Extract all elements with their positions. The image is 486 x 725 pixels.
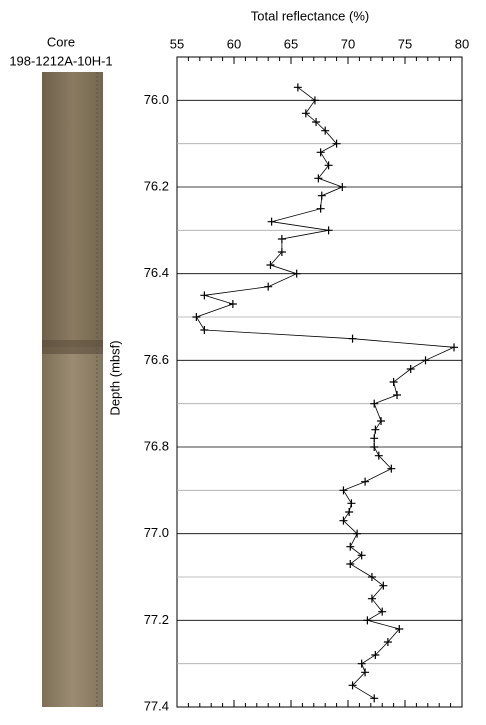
data-point xyxy=(267,217,276,226)
x-tick-label: 55 xyxy=(170,36,184,51)
x-tick-label: 60 xyxy=(227,36,241,51)
data-point xyxy=(317,191,326,200)
data-point xyxy=(293,83,302,92)
data-point xyxy=(353,529,362,538)
plot-frame xyxy=(176,56,463,708)
data-point xyxy=(371,425,380,434)
data-point xyxy=(324,226,333,235)
x-tick-label: 70 xyxy=(341,36,355,51)
data-point xyxy=(277,248,286,256)
y-tick-label: 77.4 xyxy=(144,698,169,713)
data-point xyxy=(348,334,357,343)
data-point xyxy=(370,443,379,451)
x-tick-label: 65 xyxy=(284,36,298,51)
data-point xyxy=(345,508,354,516)
data-point xyxy=(228,300,237,308)
data-point xyxy=(339,486,348,495)
data-point xyxy=(393,391,402,399)
data-point xyxy=(292,269,301,278)
y-tick-label: 77.0 xyxy=(144,525,169,540)
data-point xyxy=(348,681,357,690)
core-id: 198-1212A-10H-1 xyxy=(9,53,112,68)
data-point xyxy=(321,126,330,135)
data-point xyxy=(346,542,355,551)
data-point xyxy=(370,399,379,408)
data-point xyxy=(200,326,209,334)
y-axis-label: Depth (mbsf) xyxy=(107,340,122,415)
chart-title: Total reflectance (%) xyxy=(251,8,370,23)
data-point xyxy=(200,291,209,300)
data-point xyxy=(363,616,372,625)
data-point xyxy=(301,109,310,118)
data-point xyxy=(310,96,319,105)
data-point xyxy=(312,118,321,126)
y-tick-label: 76.0 xyxy=(144,92,169,107)
y-tick-label: 76.6 xyxy=(144,352,169,367)
data-point xyxy=(264,282,273,291)
data-point xyxy=(370,434,379,443)
data-point xyxy=(338,183,347,191)
data-point xyxy=(450,343,459,352)
data-point xyxy=(383,638,392,646)
data-point xyxy=(277,235,286,243)
y-tick-label: 76.8 xyxy=(144,438,169,453)
data-point xyxy=(346,560,355,568)
y-tick-label: 77.2 xyxy=(144,612,169,627)
data-point xyxy=(347,499,356,508)
x-tick-label: 80 xyxy=(455,36,469,51)
data-point xyxy=(367,573,376,581)
profile-line xyxy=(195,86,456,699)
data-point xyxy=(387,464,396,473)
data-point xyxy=(192,313,201,321)
core-label: Core xyxy=(47,34,75,49)
data-point xyxy=(332,139,341,148)
data-point xyxy=(361,668,370,677)
data-point xyxy=(367,594,376,603)
data-point xyxy=(316,148,325,157)
data-point xyxy=(374,451,383,460)
data-point xyxy=(389,378,398,386)
data-point xyxy=(370,694,379,703)
data-point xyxy=(357,551,366,560)
data-point xyxy=(314,174,323,183)
data-point xyxy=(378,607,387,616)
data-point xyxy=(379,581,388,590)
data-point xyxy=(339,516,348,525)
x-tick-label: 75 xyxy=(398,36,412,51)
core-photo xyxy=(42,72,103,707)
data-point xyxy=(316,204,325,213)
data-point xyxy=(361,477,370,486)
data-point xyxy=(266,261,275,269)
data-point xyxy=(377,417,386,425)
y-tick-label: 76.4 xyxy=(144,265,169,280)
y-tick-label: 76.2 xyxy=(144,178,169,193)
data-point xyxy=(371,651,380,659)
data-point xyxy=(395,625,404,633)
data-point xyxy=(324,161,333,170)
data-point xyxy=(406,365,415,373)
data-point xyxy=(421,356,430,365)
data-point xyxy=(357,659,366,668)
